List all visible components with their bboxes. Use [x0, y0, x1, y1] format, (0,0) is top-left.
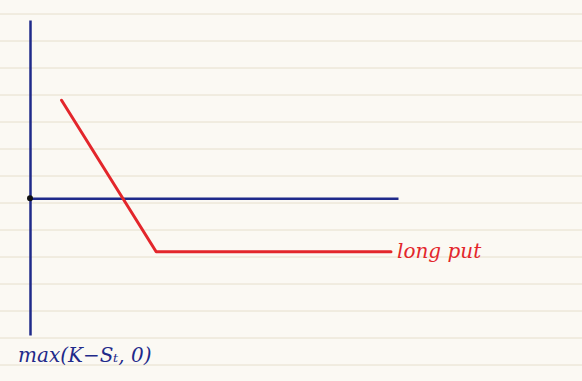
paper-rule: [0, 176, 582, 177]
paper-rule: [0, 311, 582, 312]
y-axis: [30, 21, 31, 336]
paper-rule: [0, 203, 582, 204]
paper-rule: [0, 95, 582, 96]
series-label: long put: [397, 239, 482, 263]
origin-dot: [27, 195, 33, 201]
chart: long put max(K−Sₜ, 0): [0, 0, 582, 381]
y-axis-line: [29, 21, 32, 336]
paper-rule: [0, 230, 582, 231]
x-axis-line: [31, 198, 399, 201]
payoff-line: [62, 100, 391, 252]
plot-area: [62, 100, 391, 252]
paper-rule: [0, 284, 582, 285]
paper-rule: [0, 41, 582, 42]
paper-rule: [0, 149, 582, 150]
paper-rule: [0, 257, 582, 258]
paper-rule: [0, 68, 582, 69]
paper-rule: [0, 122, 582, 123]
paper-rule: [0, 338, 582, 339]
paper-ground: [0, 0, 582, 381]
paper: [0, 0, 582, 381]
x-axis: [31, 198, 399, 199]
x-axis-title: max(K−Sₜ, 0): [18, 343, 152, 367]
paper-rule: [0, 14, 582, 15]
